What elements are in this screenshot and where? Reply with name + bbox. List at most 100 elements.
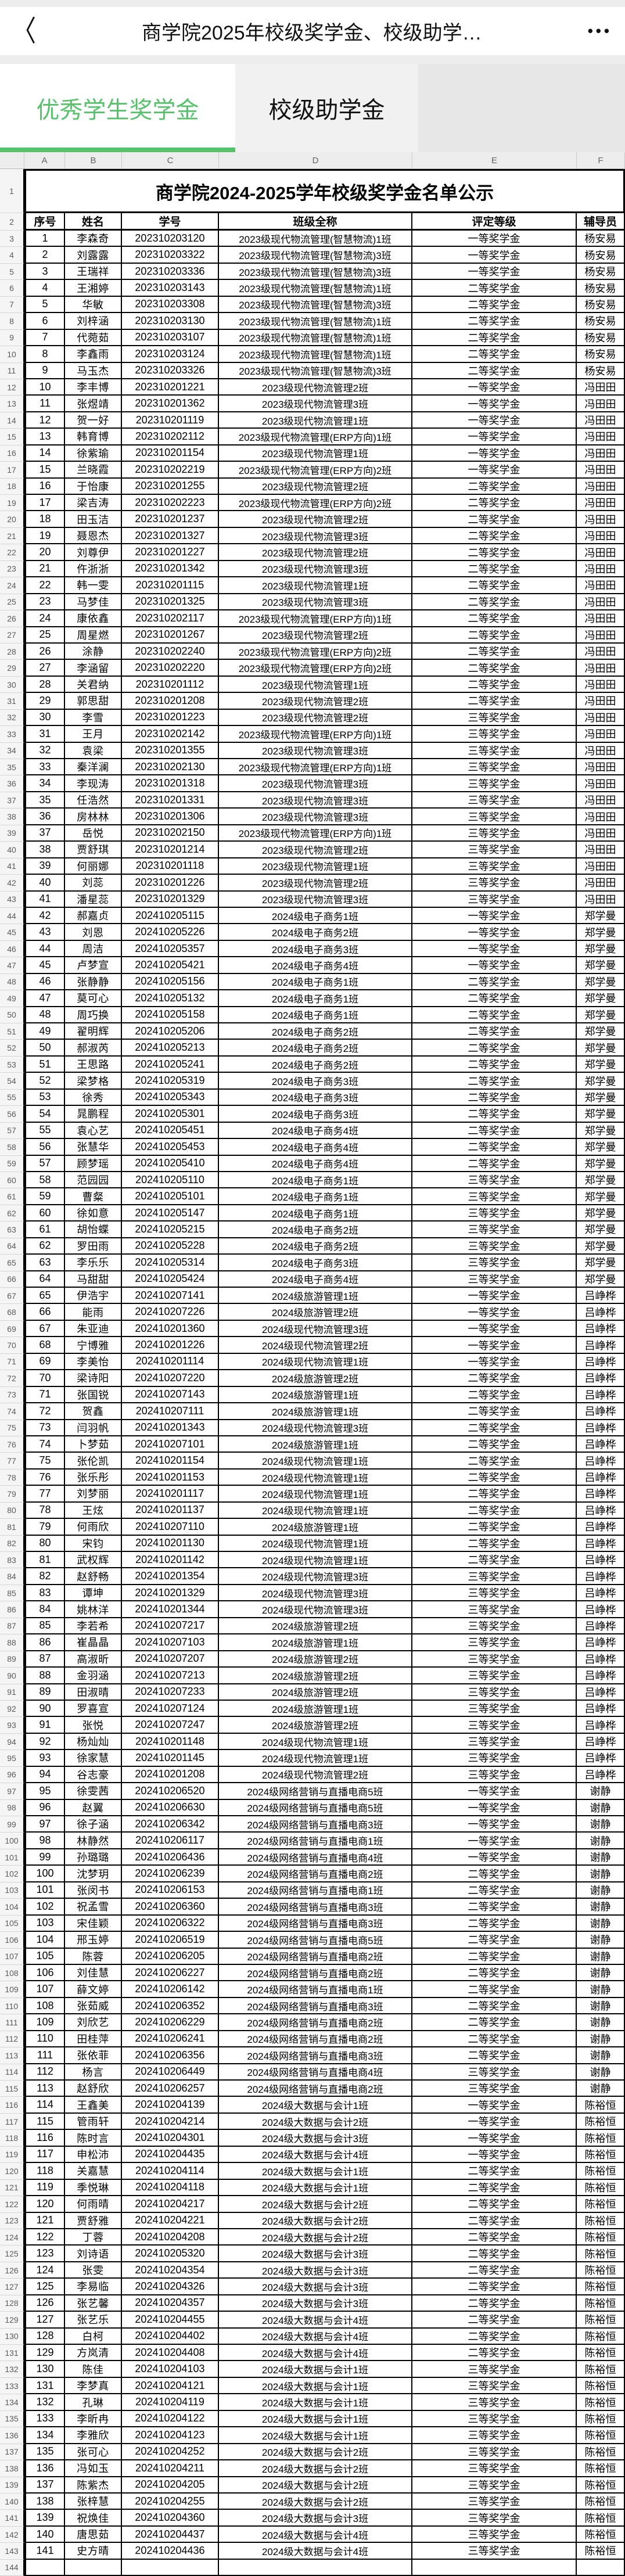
row-number[interactable]: 50 (0, 1007, 24, 1023)
index-cell[interactable]: 83 (24, 1585, 65, 1602)
index-cell[interactable]: 99 (24, 1849, 65, 1866)
name-cell[interactable]: 莫可心 (65, 990, 122, 1007)
award-level-cell[interactable]: 二等奖学金 (412, 1948, 577, 1965)
class-cell[interactable]: 2024级旅游管理1班 (219, 1386, 412, 1404)
student-id-cell[interactable]: 202410201137 (122, 1502, 219, 1519)
student-id-cell[interactable]: 202410205147 (122, 1205, 219, 1222)
name-cell[interactable]: 李若希 (65, 1618, 122, 1635)
student-id-cell[interactable]: 202410205453 (122, 1139, 219, 1156)
index-cell[interactable]: 113 (24, 2081, 65, 2097)
index-cell[interactable]: 20 (24, 544, 65, 561)
class-cell[interactable]: 2024级电子商务4班 (219, 1122, 412, 1140)
student-id-cell[interactable]: 202410206241 (122, 2031, 219, 2048)
class-cell[interactable]: 2024级电子商务2班 (219, 1056, 412, 1073)
student-id-cell[interactable]: 202310202220 (122, 660, 219, 677)
index-cell[interactable]: 59 (24, 1188, 65, 1205)
index-cell[interactable]: 19 (24, 527, 65, 545)
name-cell[interactable]: 何雨晴 (65, 2196, 122, 2213)
row-number[interactable]: 86 (0, 1601, 24, 1618)
counselor-cell[interactable]: 谢静 (577, 1932, 625, 1949)
name-cell[interactable]: 姚林洋 (65, 1601, 122, 1618)
student-id-cell[interactable]: 202410206520 (122, 1783, 219, 1800)
index-cell[interactable]: 31 (24, 726, 65, 743)
award-level-cell[interactable]: 三等奖学金 (412, 1255, 577, 1271)
student-id-cell[interactable]: 202410207141 (122, 1288, 219, 1305)
award-level-cell[interactable]: 二等奖学金 (412, 2031, 577, 2048)
row-number[interactable]: 13 (0, 396, 24, 412)
name-cell[interactable]: 刘佳慧 (65, 1964, 122, 1982)
counselor-cell[interactable]: 郑学曼 (577, 1073, 625, 1090)
counselor-cell[interactable]: 陈裕恒 (577, 2295, 625, 2312)
counselor-cell[interactable]: 陈裕恒 (577, 2097, 625, 2114)
counselor-cell[interactable]: 陈裕恒 (577, 2460, 625, 2477)
award-level-cell[interactable]: 二等奖学金 (412, 2014, 577, 2031)
award-level-cell[interactable]: 二等奖学金 (412, 1139, 577, 1156)
class-cell[interactable]: 2024级旅游管理1班 (219, 1288, 412, 1305)
row-number[interactable]: 40 (0, 842, 24, 858)
award-level-cell[interactable]: 三等奖学金 (412, 1700, 577, 1718)
counselor-cell[interactable]: 陈裕恒 (577, 2345, 625, 2362)
row-number[interactable]: 117 (0, 2113, 24, 2131)
class-cell[interactable]: 2023级现代物流管理(智慧物流)1班 (219, 329, 412, 347)
more-menu-icon[interactable]: ••• (587, 22, 612, 39)
index-cell[interactable]: 132 (24, 2394, 65, 2411)
header-cell-class[interactable]: 班级全称 (219, 213, 412, 231)
row-number[interactable]: 51 (0, 1023, 24, 1040)
award-level-cell[interactable]: 二等奖学金 (412, 2262, 577, 2279)
name-cell[interactable]: 徐子涵 (65, 1816, 122, 1833)
award-level-cell[interactable]: 三等奖学金 (412, 1717, 577, 1734)
student-id-cell[interactable]: 202410201148 (122, 1733, 219, 1751)
name-cell[interactable]: 孙璐璐 (65, 1849, 122, 1866)
counselor-cell[interactable]: 冯田田 (577, 495, 625, 512)
name-cell[interactable]: 梁诗阳 (65, 1370, 122, 1387)
award-level-cell[interactable]: 二等奖学金 (412, 1122, 577, 1140)
row-number[interactable]: 112 (0, 2031, 24, 2048)
student-id-cell[interactable]: 202410204208 (122, 2229, 219, 2246)
row-number[interactable]: 111 (0, 2014, 24, 2031)
counselor-cell[interactable]: 郑学曼 (577, 1023, 625, 1040)
class-cell[interactable]: 2024级电子商务3班 (219, 1106, 412, 1123)
name-cell[interactable]: 张梓慧 (65, 2493, 122, 2510)
class-cell[interactable]: 2024级网络营销与直播电商5班 (219, 1932, 412, 1949)
name-cell[interactable]: 李昕冉 (65, 2410, 122, 2428)
counselor-cell[interactable]: 陈裕恒 (577, 2361, 625, 2378)
name-cell[interactable]: 宋钧 (65, 1535, 122, 1552)
award-level-cell[interactable]: 二等奖学金 (412, 544, 577, 561)
class-cell[interactable]: 2024级电子商务3班 (219, 1073, 412, 1090)
name-cell[interactable]: 岳悦 (65, 825, 122, 842)
row-number[interactable]: 43 (0, 891, 24, 908)
class-cell[interactable]: 2023级现代物流管理2班 (219, 875, 412, 892)
counselor-cell[interactable]: 杨安易 (577, 231, 625, 247)
index-cell[interactable]: 46 (24, 973, 65, 991)
counselor-cell[interactable]: 吕峥桦 (577, 1634, 625, 1651)
index-cell[interactable]: 85 (24, 1618, 65, 1635)
counselor-cell[interactable]: 冯田田 (577, 527, 625, 545)
award-level-cell[interactable]: 二等奖学金 (412, 1915, 577, 1932)
class-cell[interactable]: 2024级现代物流管理1班 (219, 1486, 412, 1503)
class-cell[interactable]: 2023级现代物流管理(ERP方向)1班 (219, 825, 412, 842)
class-cell[interactable]: 2023级现代物流管理2班 (219, 379, 412, 396)
name-cell[interactable]: 王瑞祥 (65, 263, 122, 281)
class-cell[interactable]: 2024级现代物流管理3班 (219, 1420, 412, 1436)
student-id-cell[interactable]: 202410201145 (122, 1750, 219, 1767)
class-cell[interactable]: 2023级现代物流管理3班 (219, 792, 412, 809)
row-number[interactable]: 29 (0, 660, 24, 677)
class-cell[interactable]: 2023级现代物流管理(智慧物流)3班 (219, 247, 412, 264)
award-level-cell[interactable]: 二等奖学金 (412, 2345, 577, 2362)
student-id-cell[interactable]: 202410205343 (122, 1089, 219, 1106)
row-number[interactable]: 73 (0, 1386, 24, 1404)
award-level-cell[interactable]: 二等奖学金 (412, 1964, 577, 1982)
header-cell-counselor[interactable]: 辅导员 (577, 213, 625, 231)
student-id-cell[interactable]: 202310201119 (122, 412, 219, 429)
award-level-cell[interactable]: 三等奖学金 (412, 1750, 577, 1767)
name-cell[interactable]: 贾舒琪 (65, 842, 122, 858)
student-id-cell[interactable]: 202410204301 (122, 2130, 219, 2147)
counselor-cell[interactable]: 杨安易 (577, 362, 625, 379)
name-cell[interactable]: 赵翼 (65, 1799, 122, 1816)
row-number[interactable]: 7 (0, 296, 24, 314)
class-cell[interactable]: 2024级电子商务2班 (219, 1238, 412, 1255)
index-cell[interactable]: 95 (24, 1783, 65, 1800)
award-level-cell[interactable]: 一等奖学金 (412, 1833, 577, 1849)
student-id-cell[interactable]: 202410207247 (122, 1717, 219, 1734)
class-cell[interactable]: 2023级现代物流管理(智慧物流)3班 (219, 296, 412, 314)
